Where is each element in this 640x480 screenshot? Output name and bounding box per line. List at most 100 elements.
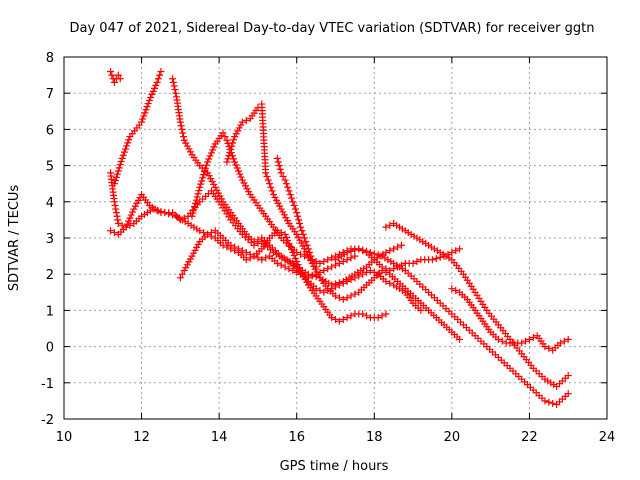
- series-s8: [223, 100, 464, 343]
- data-point: [268, 187, 276, 195]
- data-point: [112, 205, 120, 213]
- chart-title: Day 047 of 2021, Sidereal Day-to-day VTE…: [70, 21, 595, 36]
- data-point: [207, 232, 215, 240]
- grid: [64, 57, 607, 419]
- data-point: [127, 211, 135, 219]
- x-tick-label: 24: [599, 430, 616, 445]
- data-point: [320, 258, 328, 266]
- data-point: [320, 267, 328, 275]
- data-point: [347, 292, 355, 300]
- data-point: [203, 161, 211, 169]
- data-point: [386, 279, 394, 287]
- data-point: [386, 221, 394, 229]
- data-point: [113, 212, 121, 220]
- data-point: [564, 372, 572, 380]
- data-point: [312, 263, 320, 271]
- data-point: [351, 252, 359, 260]
- data-point: [238, 118, 246, 126]
- data-point: [225, 152, 233, 160]
- data-point: [452, 247, 460, 255]
- data-point: [200, 229, 208, 237]
- data-point: [564, 390, 572, 398]
- data-point: [148, 90, 156, 98]
- data-point: [154, 75, 162, 83]
- data-point: [343, 294, 351, 302]
- data-point: [126, 221, 134, 229]
- x-tick-label: 14: [211, 430, 228, 445]
- data-point: [378, 267, 386, 275]
- data-point: [262, 254, 270, 262]
- data-point: [286, 191, 294, 199]
- data-point: [298, 227, 306, 235]
- data-point: [335, 317, 343, 325]
- data-point: [386, 247, 394, 255]
- data-point: [266, 180, 274, 188]
- data-point: [355, 272, 363, 280]
- data-point: [192, 196, 200, 204]
- data-point: [193, 193, 201, 201]
- data-point: [145, 96, 153, 104]
- data-point: [228, 142, 236, 150]
- data-point: [223, 243, 231, 251]
- data-point: [231, 247, 239, 255]
- data-point: [117, 158, 125, 166]
- data-point: [233, 164, 241, 172]
- data-point: [108, 71, 116, 79]
- data-point: [332, 315, 339, 323]
- data-point: [339, 258, 347, 266]
- series-s6: [176, 227, 390, 325]
- data-point: [140, 112, 148, 120]
- data-point: [456, 245, 464, 253]
- data-point: [229, 139, 237, 147]
- data-point: [114, 167, 122, 175]
- data-point: [296, 220, 304, 228]
- data-point: [204, 158, 212, 166]
- data-point: [169, 75, 177, 83]
- data-point: [221, 133, 229, 141]
- data-point: [144, 100, 152, 108]
- data-point: [242, 256, 250, 264]
- data-point: [359, 310, 367, 318]
- data-point: [382, 268, 390, 276]
- data-point: [202, 164, 210, 172]
- data-point: [113, 170, 121, 178]
- data-point: [366, 248, 374, 256]
- data-point: [284, 183, 292, 191]
- data-point: [363, 312, 371, 320]
- x-tick-label: 12: [133, 430, 150, 445]
- data-point: [306, 248, 314, 256]
- data-point: [223, 158, 231, 166]
- data-point: [324, 256, 332, 264]
- data-point: [456, 335, 464, 343]
- data-point: [328, 314, 336, 322]
- data-point: [110, 229, 118, 237]
- data-point: [191, 203, 199, 211]
- data-point: [328, 254, 336, 262]
- data-point: [382, 310, 390, 318]
- data-point: [297, 223, 305, 231]
- data-point: [107, 67, 115, 75]
- y-tick-label: 3: [46, 232, 54, 247]
- data-point: [347, 247, 355, 255]
- data-point: [191, 199, 199, 207]
- y-tick-label: -2: [41, 413, 54, 428]
- data-point: [197, 180, 205, 188]
- data-point: [302, 238, 310, 246]
- data-point: [254, 254, 262, 262]
- data-point: [236, 170, 244, 178]
- data-point: [332, 292, 339, 300]
- data-point: [308, 272, 316, 280]
- data-point: [204, 230, 212, 238]
- data-point: [153, 78, 161, 86]
- data-point: [273, 154, 281, 162]
- data-point: [112, 209, 120, 217]
- data-point: [111, 177, 119, 185]
- data-point: [178, 125, 186, 133]
- data-point: [147, 93, 155, 101]
- data-point: [142, 106, 150, 114]
- data-point: [196, 227, 204, 235]
- data-point: [299, 230, 307, 238]
- x-tick-label: 10: [56, 430, 73, 445]
- data-point: [172, 89, 180, 97]
